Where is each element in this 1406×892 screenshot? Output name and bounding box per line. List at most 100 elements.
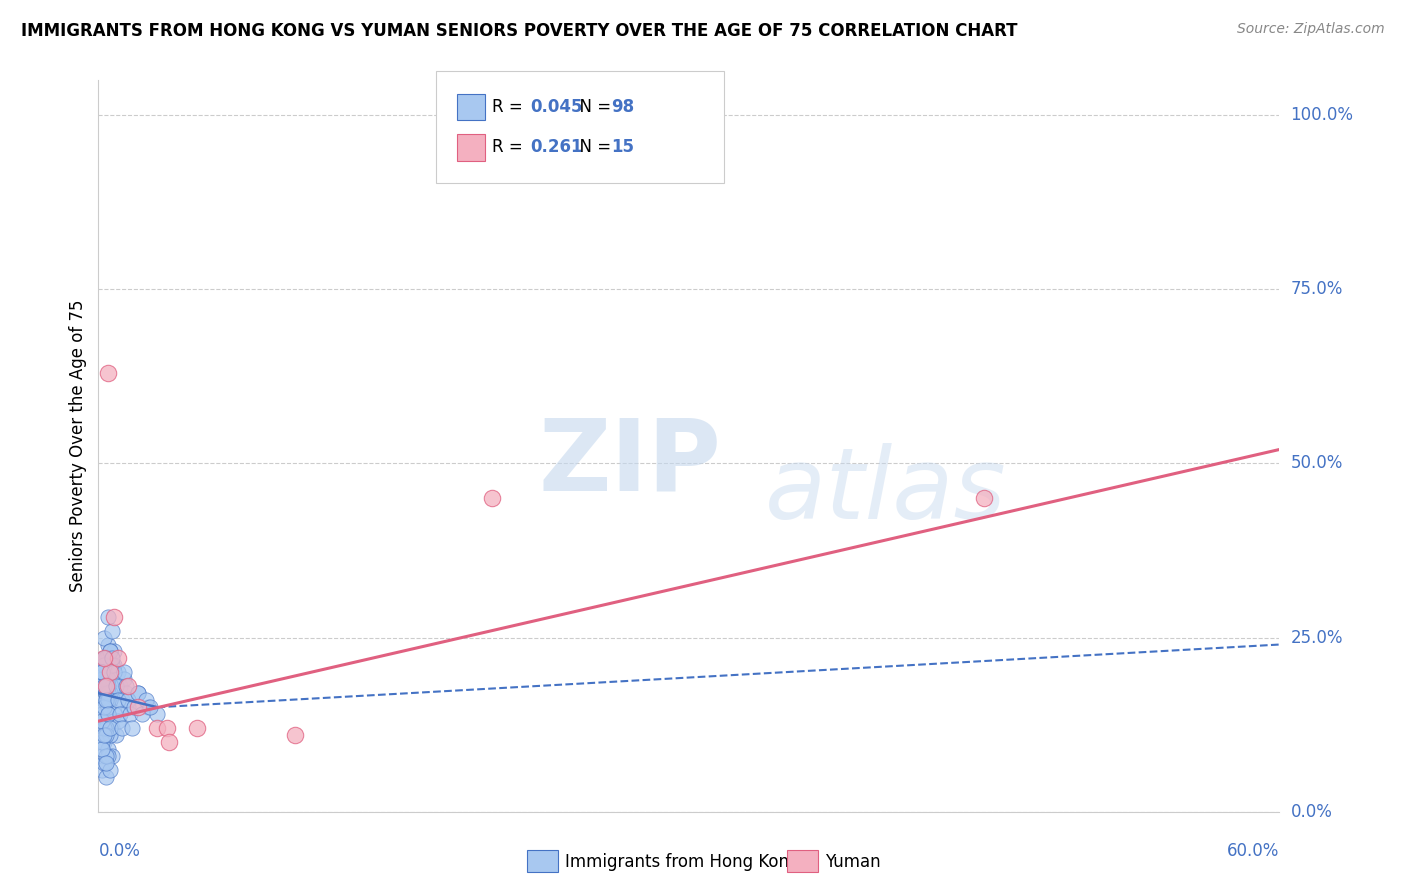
Point [101, 679, 124, 693]
Point [97, 609, 120, 624]
Text: R =: R = [492, 98, 529, 116]
Point [105, 679, 128, 693]
Text: IMMIGRANTS FROM HONG KONG VS YUMAN SENIORS POVERTY OVER THE AGE OF 75 CORRELATIO: IMMIGRANTS FROM HONG KONG VS YUMAN SENIO… [21, 22, 1018, 40]
Text: 0.0%: 0.0% [98, 842, 141, 860]
Point [98, 763, 121, 777]
Point [146, 721, 169, 735]
Y-axis label: Seniors Poverty Over the Age of 75: Seniors Poverty Over the Age of 75 [69, 300, 87, 592]
Point [157, 735, 180, 749]
Point [186, 721, 208, 735]
Point [98, 728, 121, 742]
Point [121, 721, 143, 735]
Point [93, 721, 115, 735]
Text: atlas: atlas [765, 442, 1007, 540]
Point [98, 665, 121, 680]
Point [91, 700, 114, 714]
Point [93, 651, 115, 665]
Point [135, 693, 157, 707]
Point [91, 763, 114, 777]
Point [93, 714, 115, 728]
Point [118, 707, 141, 722]
Point [91, 735, 114, 749]
Point [93, 728, 115, 742]
Point [96, 686, 118, 700]
Point [96, 693, 118, 707]
Point [93, 679, 115, 693]
Text: ZIP: ZIP [538, 415, 721, 512]
Point [91, 749, 114, 764]
Point [93, 651, 115, 665]
Text: 15: 15 [612, 138, 634, 156]
Text: 50.0%: 50.0% [1291, 454, 1343, 473]
Point [101, 651, 124, 665]
Point [93, 735, 115, 749]
Point [91, 679, 114, 693]
Text: Yuman: Yuman [825, 853, 882, 871]
Point [91, 665, 114, 680]
Point [481, 491, 503, 506]
Point [93, 658, 115, 673]
Point [101, 721, 124, 735]
Point [93, 700, 115, 714]
Point [93, 631, 115, 645]
Point [115, 679, 138, 693]
Text: N =: N = [569, 138, 617, 156]
Point [115, 686, 138, 700]
Point [103, 644, 125, 658]
Point [91, 714, 114, 728]
Point [96, 651, 118, 665]
Point [112, 673, 135, 687]
Point [93, 651, 115, 665]
Point [91, 665, 114, 680]
Point [105, 686, 128, 700]
Point [97, 749, 120, 764]
Text: 60.0%: 60.0% [1227, 842, 1279, 860]
Point [97, 693, 120, 707]
Text: Source: ZipAtlas.com: Source: ZipAtlas.com [1237, 22, 1385, 37]
Point [112, 665, 135, 680]
Point [96, 693, 118, 707]
Point [96, 686, 118, 700]
Point [103, 609, 125, 624]
Point [103, 707, 125, 722]
Point [973, 491, 995, 506]
Point [96, 721, 118, 735]
Point [91, 742, 114, 756]
Point [138, 700, 160, 714]
Text: Immigrants from Hong Kong: Immigrants from Hong Kong [565, 853, 800, 871]
Point [127, 700, 149, 714]
Point [97, 742, 120, 756]
Point [97, 679, 120, 693]
Point [103, 665, 125, 680]
Point [107, 693, 129, 707]
Point [98, 644, 121, 658]
Point [97, 707, 120, 722]
Point [108, 679, 131, 693]
Point [96, 749, 118, 764]
Point [91, 673, 114, 687]
Point [97, 638, 120, 652]
Point [98, 658, 121, 673]
Text: 0.0%: 0.0% [1291, 803, 1333, 821]
Point [117, 679, 139, 693]
Point [136, 700, 159, 714]
Point [97, 707, 120, 722]
Point [93, 665, 115, 680]
Point [98, 644, 121, 658]
Point [127, 686, 149, 700]
Text: 25.0%: 25.0% [1291, 629, 1343, 647]
Point [97, 686, 120, 700]
Point [117, 693, 139, 707]
Point [103, 658, 125, 673]
Point [107, 714, 129, 728]
Point [156, 721, 179, 735]
Point [101, 624, 124, 638]
Point [97, 651, 120, 665]
Text: 0.261: 0.261 [530, 138, 582, 156]
Point [96, 679, 118, 693]
Point [101, 749, 124, 764]
Point [96, 673, 118, 687]
Point [117, 700, 139, 714]
Point [107, 665, 129, 680]
Point [93, 693, 115, 707]
